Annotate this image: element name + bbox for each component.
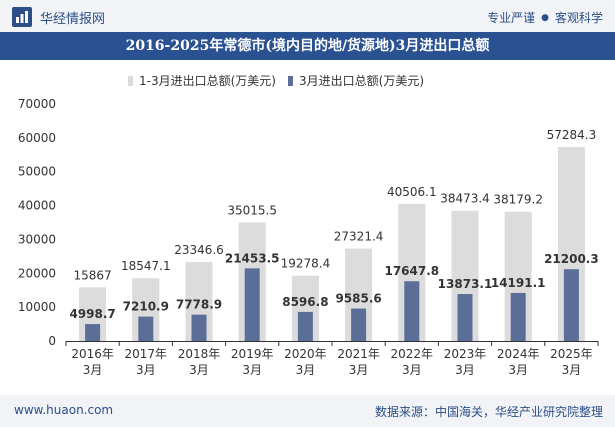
slogan-separator: ● xyxy=(541,12,549,23)
website-link[interactable]: www.huaon.com xyxy=(14,403,114,417)
brand: 华经情报网 xyxy=(12,7,105,27)
x-tick-label-month: 3月 xyxy=(242,363,262,377)
bar-month xyxy=(244,268,260,341)
x-tick-label-year: 2020年 xyxy=(284,347,327,361)
slogan-left: 专业严谨 xyxy=(487,11,536,25)
data-label-month: 17647.8 xyxy=(384,264,439,278)
data-label-cumulative: 38473.4 xyxy=(440,192,490,206)
data-label-month: 13873.1 xyxy=(438,277,493,291)
y-tick-label: 70000 xyxy=(18,97,56,111)
x-tick-label-year: 2025年 xyxy=(550,347,593,361)
legend-swatch-1 xyxy=(128,76,133,86)
footer: www.huaon.com 数据来源：中国海关，华经产业研究院整理 xyxy=(0,395,615,427)
data-label-cumulative: 15867 xyxy=(74,268,112,282)
x-tick-label-year: 2023年 xyxy=(444,347,487,361)
x-tick-label-year: 2024年 xyxy=(497,347,540,361)
x-tick-label-year: 2022年 xyxy=(391,347,434,361)
legend-swatch-2 xyxy=(288,76,293,86)
x-tick-label-month: 3月 xyxy=(83,363,103,377)
bar-month xyxy=(404,281,420,341)
y-tick-label: 30000 xyxy=(18,232,56,246)
y-tick-label: 10000 xyxy=(18,300,56,314)
x-tick-label-month: 3月 xyxy=(402,363,422,377)
y-tick-label: 40000 xyxy=(18,199,56,213)
data-label-cumulative: 18547.1 xyxy=(121,259,171,273)
data-label-month: 8596.8 xyxy=(282,295,328,309)
bar-month xyxy=(563,269,579,341)
y-tick-label: 0 xyxy=(48,334,56,348)
y-tick-label: 20000 xyxy=(18,266,56,280)
x-tick-label-year: 2018年 xyxy=(178,347,221,361)
data-label-month: 4998.7 xyxy=(69,307,115,321)
x-tick-label-month: 3月 xyxy=(349,363,369,377)
data-label-cumulative: 19278.4 xyxy=(281,257,331,271)
legend-label-1: 1-3月进出口总额(万美元) xyxy=(139,74,276,88)
data-label-month: 7210.9 xyxy=(123,300,169,314)
x-tick-label-month: 3月 xyxy=(562,363,582,377)
data-label-cumulative: 40506.1 xyxy=(387,185,437,199)
bar-month xyxy=(351,308,367,341)
data-label-month: 14191.1 xyxy=(491,276,546,290)
x-tick-label-month: 3月 xyxy=(455,363,475,377)
bar-month xyxy=(510,292,526,341)
legend-label-2: 3月进出口总额(万美元) xyxy=(299,74,424,88)
bar-month xyxy=(297,311,313,341)
data-label-cumulative: 57284.3 xyxy=(547,128,597,142)
x-tick-label-month: 3月 xyxy=(296,363,316,377)
logo-icon xyxy=(12,7,32,27)
slogan: 专业严谨 ● 客观科学 xyxy=(487,9,603,26)
brand-name: 华经情报网 xyxy=(40,11,106,27)
data-label-cumulative: 27321.4 xyxy=(334,229,384,243)
data-label-cumulative: 35015.5 xyxy=(227,203,277,217)
bar-month xyxy=(457,294,473,341)
x-tick-label-year: 2017年 xyxy=(125,347,168,361)
y-tick-label: 50000 xyxy=(18,165,56,179)
bar-month xyxy=(85,324,101,341)
bar-chart: 1-3月进出口总额(万美元) 3月进出口总额(万美元) 0 10000 20000 300… xyxy=(18,74,599,377)
slogan-right: 客观科学 xyxy=(554,11,603,25)
y-tick-label: 60000 xyxy=(18,131,56,145)
top-bar: 华经情报网 专业严谨 ● 客观科学 xyxy=(0,0,615,32)
data-label-month: 9585.6 xyxy=(335,292,381,306)
data-label-month: 21200.3 xyxy=(544,252,599,266)
title-bar: 2016-2025年常德市(境内目的地/货源地)3月进出口总额 xyxy=(0,32,615,60)
x-tick-label-year: 2021年 xyxy=(337,347,380,361)
data-source: 数据来源：中国海关，华经产业研究院整理 xyxy=(374,405,603,419)
bar-month xyxy=(138,316,154,341)
x-tick-label-year: 2019年 xyxy=(231,347,274,361)
data-label-month: 21453.5 xyxy=(225,251,280,265)
bar-month xyxy=(191,314,207,341)
x-tick-label-month: 3月 xyxy=(136,363,156,377)
x-tick-label-year: 2016年 xyxy=(71,347,114,361)
data-label-month: 7778.9 xyxy=(176,298,222,312)
x-tick-label-month: 3月 xyxy=(189,363,209,377)
chart-title: 2016-2025年常德市(境内目的地/货源地)3月进出口总额 xyxy=(125,38,490,54)
data-label-cumulative: 38179.2 xyxy=(493,193,543,207)
x-tick-label-month: 3月 xyxy=(508,363,528,377)
data-label-cumulative: 23346.6 xyxy=(174,243,224,257)
